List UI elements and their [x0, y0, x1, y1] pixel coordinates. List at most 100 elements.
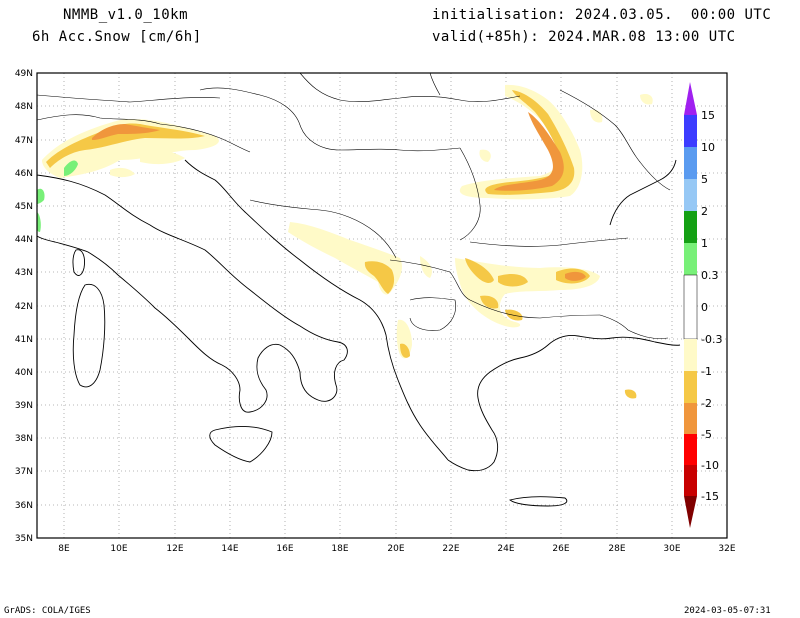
- lat-tick: 43N: [15, 268, 33, 278]
- lat-tick: 45N: [15, 202, 33, 212]
- lon-tick: 20E: [387, 544, 404, 554]
- colorbar-swatch: [684, 243, 697, 275]
- border-croatia-bosnia: [249, 199, 397, 259]
- lon-tick-labels: 8E 10E 12E 14E 16E 18E 20E 22E 24E 26E 2…: [58, 544, 736, 554]
- lat-tick: 48N: [15, 102, 33, 112]
- colorbar-swatch: [684, 339, 697, 371]
- snow-area-carpathians-mid: [485, 90, 575, 195]
- black-sea-coast: [609, 159, 677, 226]
- lat-tick: 47N: [15, 136, 33, 146]
- footer-timestamp: 2024-03-05-07:31: [684, 606, 771, 616]
- colorbar: 15 10 5 2 1 0.3 0 -0.3 -1 -2 -5 -10 -15: [683, 82, 722, 528]
- border-turkey: [599, 314, 669, 339]
- snow-area-serbia: [420, 256, 432, 278]
- colorbar-label: -10: [701, 459, 719, 472]
- snow-area-carpathians-heavy: [494, 112, 564, 191]
- variable-title: 6h Acc.Snow [cm/6h]: [32, 29, 202, 45]
- snow-area-dinaric-core: [364, 261, 395, 294]
- border-alps: [36, 114, 251, 153]
- colorbar-swatch: [684, 403, 697, 434]
- snow-area-alps-east: [140, 149, 185, 165]
- colorbar-label: 5: [701, 173, 708, 186]
- lon-tick: 18E: [331, 544, 348, 554]
- snow-area-alps-heavy: [92, 124, 160, 140]
- lon-tick: 30E: [663, 544, 680, 554]
- lat-tick: 39N: [15, 401, 33, 411]
- snow-area-rhodopes2: [505, 309, 523, 321]
- snow-melt-area-west: [64, 160, 78, 176]
- colorbar-label: 0.3: [701, 269, 719, 282]
- snow-area-carpathians: [459, 84, 583, 200]
- coastlines: [36, 159, 681, 507]
- sicily: [209, 426, 273, 463]
- lat-tick: 38N: [15, 434, 33, 444]
- lat-tick-labels: 49N 48N 47N 46N 45N 44N 43N 42N 41N 40N …: [15, 69, 33, 544]
- borders: [36, 72, 671, 339]
- colorbar-label: -0.3: [701, 333, 722, 346]
- lat-tick: 37N: [15, 467, 33, 477]
- colorbar-label: 10: [701, 141, 715, 154]
- sardinia: [72, 283, 106, 388]
- map-frame: [36, 72, 728, 539]
- colorbar-bottom-arrow: [684, 496, 697, 528]
- snow-area-dinaric: [288, 222, 403, 295]
- colorbar-label: -1: [701, 365, 712, 378]
- snow-melt-area-west2: [37, 188, 45, 204]
- colorbar-swatch: [684, 211, 697, 243]
- border-austria-hungary: [199, 87, 461, 152]
- lat-tick: 46N: [15, 169, 33, 179]
- colorbar-swatch-blank: [683, 274, 698, 340]
- border-north: [429, 72, 441, 96]
- lon-tick: 12E: [166, 544, 183, 554]
- lat-tick: 49N: [15, 69, 33, 79]
- border-romania-bulgaria: [469, 237, 629, 247]
- lon-tick: 16E: [276, 544, 293, 554]
- border-northmacedonia: [409, 297, 457, 331]
- colorbar-label: -15: [701, 490, 719, 503]
- snow-melt-area-west3: [37, 212, 41, 232]
- lat-tick: 36N: [15, 501, 33, 511]
- colorbar-swatch: [684, 434, 697, 465]
- border-ukraine-moldova: [559, 89, 671, 191]
- snow-fields: [37, 84, 653, 399]
- colorbar-label: -5: [701, 428, 712, 441]
- corsica: [72, 249, 85, 276]
- snow-area-albania-core: [400, 343, 410, 358]
- colorbar-label: -2: [701, 397, 712, 410]
- init-time: initialisation: 2024.03.05. 00:00 UTC: [432, 7, 772, 23]
- snow-area-alps-core: [46, 123, 205, 168]
- lat-tick: 41N: [15, 335, 33, 345]
- lon-tick: 14E: [221, 544, 238, 554]
- lon-tick: 22E: [442, 544, 459, 554]
- lon-tick: 8E: [58, 544, 70, 554]
- colorbar-label: 2: [701, 205, 708, 218]
- snow-area-bulgaria-heavy: [565, 271, 586, 281]
- colorbar-swatch: [684, 147, 697, 179]
- lon-tick: 28E: [608, 544, 625, 554]
- lon-tick: 32E: [718, 544, 735, 554]
- colorbar-swatch: [684, 371, 697, 403]
- lat-tick: 42N: [15, 302, 33, 312]
- snow-area-slovakia: [479, 149, 491, 162]
- snow-area-turkey: [624, 389, 637, 399]
- colorbar-swatch: [684, 179, 697, 211]
- lat-tick: 40N: [15, 368, 33, 378]
- snow-area-bulgaria-east: [498, 274, 528, 287]
- border-hungary-romania: [459, 147, 481, 241]
- crete: [509, 496, 568, 507]
- border-germany-czech: [36, 94, 221, 103]
- model-title: NMMB_v1.0_10km: [63, 7, 189, 23]
- greece-coast: [447, 335, 681, 472]
- colorbar-top-arrow: [684, 82, 697, 115]
- colorbar-label: 1: [701, 237, 708, 250]
- snow-area-alps-south: [110, 167, 135, 178]
- valid-time: valid(+85h): 2024.MAR.08 13:00 UTC: [432, 29, 736, 45]
- italy-coast: [36, 174, 348, 413]
- snow-area-ne2: [640, 94, 653, 105]
- lat-tick: 44N: [15, 235, 33, 245]
- colorbar-label: 15: [701, 109, 715, 122]
- lon-tick: 24E: [497, 544, 514, 554]
- colorbar-swatch: [684, 115, 697, 147]
- colorbar-swatch: [684, 465, 697, 496]
